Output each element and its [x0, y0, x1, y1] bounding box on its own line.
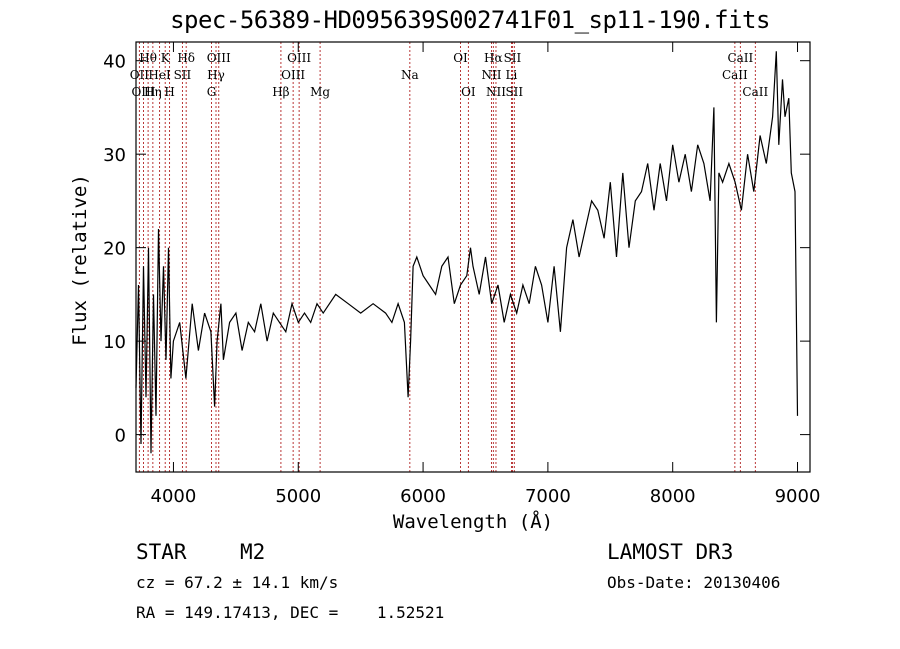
line-marker-label: NII: [481, 68, 501, 82]
line-marker-label: Hα: [484, 51, 503, 65]
line-marker-label: G: [207, 85, 217, 99]
x-tick-label: 8000: [650, 486, 696, 507]
survey-name: LAMOST DR3: [607, 540, 734, 564]
line-marker-label: OII: [130, 68, 150, 82]
y-tick-label: 0: [115, 426, 126, 447]
coordinates-text: RA = 149.17413, DEC = 1.52521: [136, 603, 445, 622]
line-marker-label: NII: [486, 85, 506, 99]
line-marker-label: Hθ: [139, 51, 157, 65]
line-marker-label: Mg: [310, 85, 330, 99]
line-marker-label: Na: [401, 68, 419, 82]
line-marker-label: Hδ: [177, 51, 195, 65]
obs-date-text: Obs-Date: 20130406: [607, 573, 781, 592]
line-marker-label: K: [161, 51, 171, 65]
x-tick-label: 6000: [400, 486, 446, 507]
line-marker-label: CaII: [722, 68, 748, 82]
line-marker-label: OIII: [207, 51, 231, 65]
spectrum-line: [135, 51, 799, 454]
line-marker-label: SII: [505, 85, 523, 99]
object-class: STAR: [136, 540, 187, 564]
line-marker-label: HeI: [148, 68, 171, 82]
line-marker-label: SII: [174, 68, 192, 82]
object-subclass: M2: [240, 540, 266, 564]
line-marker-label: Hγ: [207, 68, 225, 82]
line-marker-label: Li: [506, 68, 518, 82]
y-tick-label: 10: [103, 332, 126, 353]
x-tick-label: 4000: [151, 486, 197, 507]
y-axis-ticks: 0 10 20 30 40: [103, 52, 810, 447]
line-marker-label: OIII: [281, 68, 305, 82]
line-marker-label: OI: [453, 51, 468, 65]
y-axis-label: Flux (relative): [69, 174, 91, 346]
y-tick-label: 40: [103, 52, 126, 73]
line-marker-label: CaII: [727, 51, 753, 65]
line-marker-label: CaII: [742, 85, 768, 99]
x-tick-label: 5000: [275, 486, 321, 507]
redshift-text: cz = 67.2 ± 14.1 km/s: [136, 573, 339, 592]
line-marker-label: Hβ: [272, 85, 289, 99]
line-marker-label: Hη: [144, 85, 162, 99]
y-tick-label: 20: [103, 239, 126, 260]
x-axis-label: Wavelength (Å): [393, 510, 553, 533]
x-tick-label: 7000: [525, 486, 571, 507]
chart-title: spec-56389-HD095639S002741F01_sp11-190.f…: [170, 6, 770, 34]
line-marker-label: OIII: [287, 51, 311, 65]
plot-frame: [135, 41, 811, 473]
x-tick-label: 9000: [775, 486, 821, 507]
line-marker-label: OI: [461, 85, 476, 99]
line-marker-label: OIII: [131, 85, 155, 99]
line-marker-label: H: [164, 85, 174, 99]
x-axis-ticks: 4000 5000 6000 7000 8000 9000: [151, 42, 821, 507]
line-marker-label: SII: [504, 51, 522, 65]
y-tick-label: 30: [103, 145, 126, 166]
